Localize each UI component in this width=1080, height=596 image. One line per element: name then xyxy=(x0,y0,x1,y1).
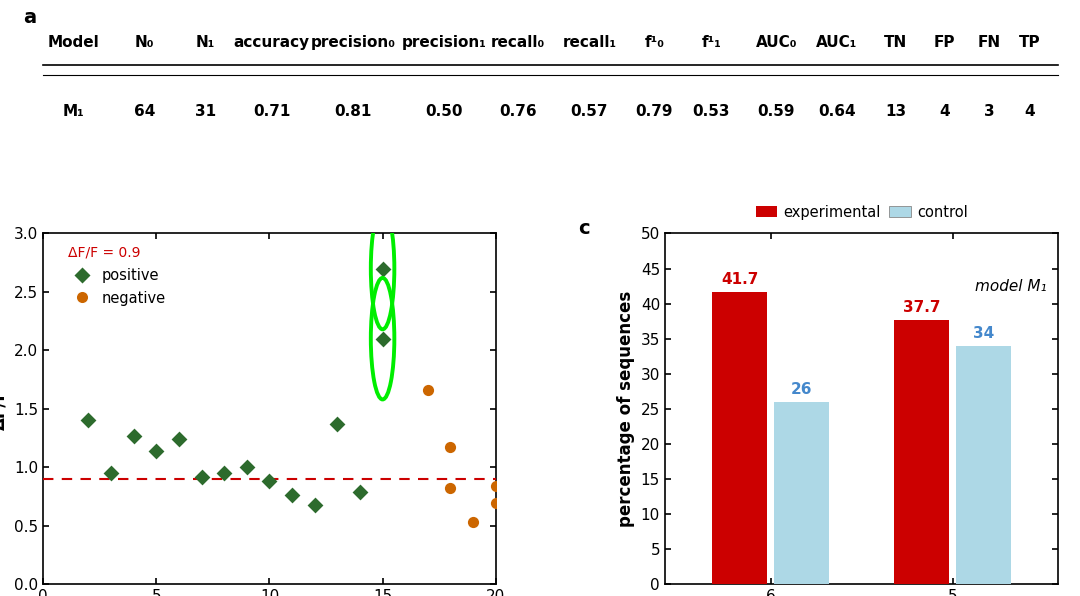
Point xyxy=(80,415,97,425)
Text: FN: FN xyxy=(977,35,1001,51)
Point xyxy=(442,443,459,452)
Text: precision₀: precision₀ xyxy=(310,35,395,51)
Text: FP: FP xyxy=(934,35,956,51)
Text: TN: TN xyxy=(885,35,907,51)
Point xyxy=(125,431,143,440)
Text: f¹₀: f¹₀ xyxy=(645,35,664,51)
Text: recall₁: recall₁ xyxy=(563,35,617,51)
Text: 3: 3 xyxy=(984,104,995,119)
Point xyxy=(328,419,346,429)
Text: c: c xyxy=(579,219,590,238)
Text: N₀: N₀ xyxy=(135,35,154,51)
Text: 31: 31 xyxy=(195,104,216,119)
Legend: experimental, control: experimental, control xyxy=(750,198,974,225)
Text: 0.76: 0.76 xyxy=(500,104,537,119)
Text: model M₁: model M₁ xyxy=(975,279,1047,294)
Text: 4: 4 xyxy=(940,104,950,119)
Text: N₁: N₁ xyxy=(195,35,215,51)
Text: 0.71: 0.71 xyxy=(253,104,291,119)
Text: 34: 34 xyxy=(973,326,995,341)
Point xyxy=(171,434,188,444)
Text: 0.59: 0.59 xyxy=(757,104,795,119)
Text: 37.7: 37.7 xyxy=(903,300,941,315)
Text: TP: TP xyxy=(1020,35,1041,51)
Point xyxy=(239,462,256,472)
Text: 0.57: 0.57 xyxy=(570,104,608,119)
Point xyxy=(442,483,459,493)
Text: recall₀: recall₀ xyxy=(491,35,545,51)
Text: a: a xyxy=(23,8,36,27)
Text: accuracy: accuracy xyxy=(233,35,310,51)
Legend: positive, negative: positive, negative xyxy=(64,265,170,309)
Point xyxy=(487,481,504,491)
Text: AUC₁: AUC₁ xyxy=(816,35,858,51)
Text: Model: Model xyxy=(48,35,99,51)
Point xyxy=(464,517,482,527)
Point xyxy=(103,468,120,478)
Text: ΔF/F = 0.9: ΔF/F = 0.9 xyxy=(68,246,140,260)
Point xyxy=(487,499,504,508)
Bar xyxy=(774,402,828,584)
Bar xyxy=(957,346,1011,584)
Text: 4: 4 xyxy=(1025,104,1036,119)
Text: 0.79: 0.79 xyxy=(636,104,673,119)
Text: 41.7: 41.7 xyxy=(721,272,758,287)
Point xyxy=(374,264,391,274)
Bar xyxy=(713,291,767,584)
Text: AUC₀: AUC₀ xyxy=(755,35,797,51)
Text: 0.81: 0.81 xyxy=(334,104,372,119)
Text: f¹₁: f¹₁ xyxy=(701,35,721,51)
Point xyxy=(283,491,300,500)
Text: 13: 13 xyxy=(886,104,906,119)
Y-axis label: percentage of sequences: percentage of sequences xyxy=(617,291,635,527)
Text: 0.53: 0.53 xyxy=(692,104,730,119)
Text: 64: 64 xyxy=(134,104,156,119)
Point xyxy=(216,468,233,478)
Text: M₁: M₁ xyxy=(63,104,84,119)
Text: precision₁: precision₁ xyxy=(402,35,487,51)
Bar xyxy=(894,319,949,584)
Point xyxy=(260,476,278,486)
Text: 0.64: 0.64 xyxy=(819,104,855,119)
Point xyxy=(374,334,391,343)
Text: 0.50: 0.50 xyxy=(426,104,463,119)
Text: 26: 26 xyxy=(791,382,812,397)
Point xyxy=(306,500,323,510)
Y-axis label: ΔF/F: ΔF/F xyxy=(0,388,9,430)
Point xyxy=(419,386,436,395)
Point xyxy=(148,446,165,455)
Point xyxy=(193,472,211,482)
Point xyxy=(351,487,368,496)
